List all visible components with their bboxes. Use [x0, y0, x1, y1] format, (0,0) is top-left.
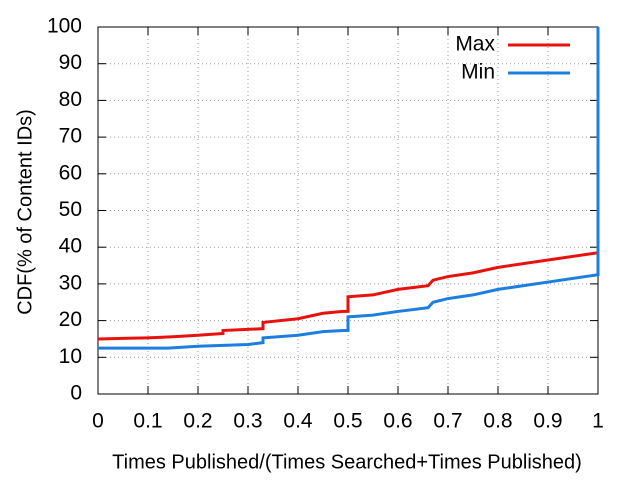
- x-axis-label: Times Published/(Times Searched+Times Pu…: [112, 451, 582, 473]
- x-tick-label: 0.3: [233, 410, 262, 433]
- legend-label: Max: [455, 33, 495, 56]
- x-tick-label: 0.2: [183, 410, 212, 433]
- y-tick-label: 40: [59, 235, 82, 258]
- y-axis-label: CDF(% of Content IDs): [14, 109, 36, 315]
- y-tick-label: 80: [59, 88, 82, 111]
- x-tick-label: 0.9: [533, 410, 562, 433]
- line-series: [98, 27, 600, 350]
- x-tick-label: 0.8: [483, 410, 512, 433]
- y-tick-label: 100: [47, 15, 82, 38]
- x-tick-label: 0.4: [283, 410, 313, 433]
- line-series: [97, 27, 600, 341]
- y-tick-label: 60: [59, 161, 82, 184]
- x-tick-label: 1: [592, 410, 604, 433]
- legend-label: Min: [461, 61, 495, 84]
- x-tick-label: 0.6: [383, 410, 412, 433]
- x-tick-label: 0.1: [133, 410, 162, 433]
- y-tick-label: 0: [70, 382, 82, 405]
- y-tick-label: 90: [59, 51, 82, 74]
- y-tick-label: 30: [59, 271, 82, 294]
- x-tick-label: 0.7: [433, 410, 462, 433]
- y-tick-label: 70: [59, 125, 82, 148]
- y-tick-label: 20: [59, 308, 82, 331]
- y-tick-label: 10: [59, 345, 82, 368]
- x-tick-label: 0.5: [333, 410, 362, 433]
- x-tick-label: 0: [92, 410, 104, 433]
- y-tick-label: 50: [59, 198, 82, 221]
